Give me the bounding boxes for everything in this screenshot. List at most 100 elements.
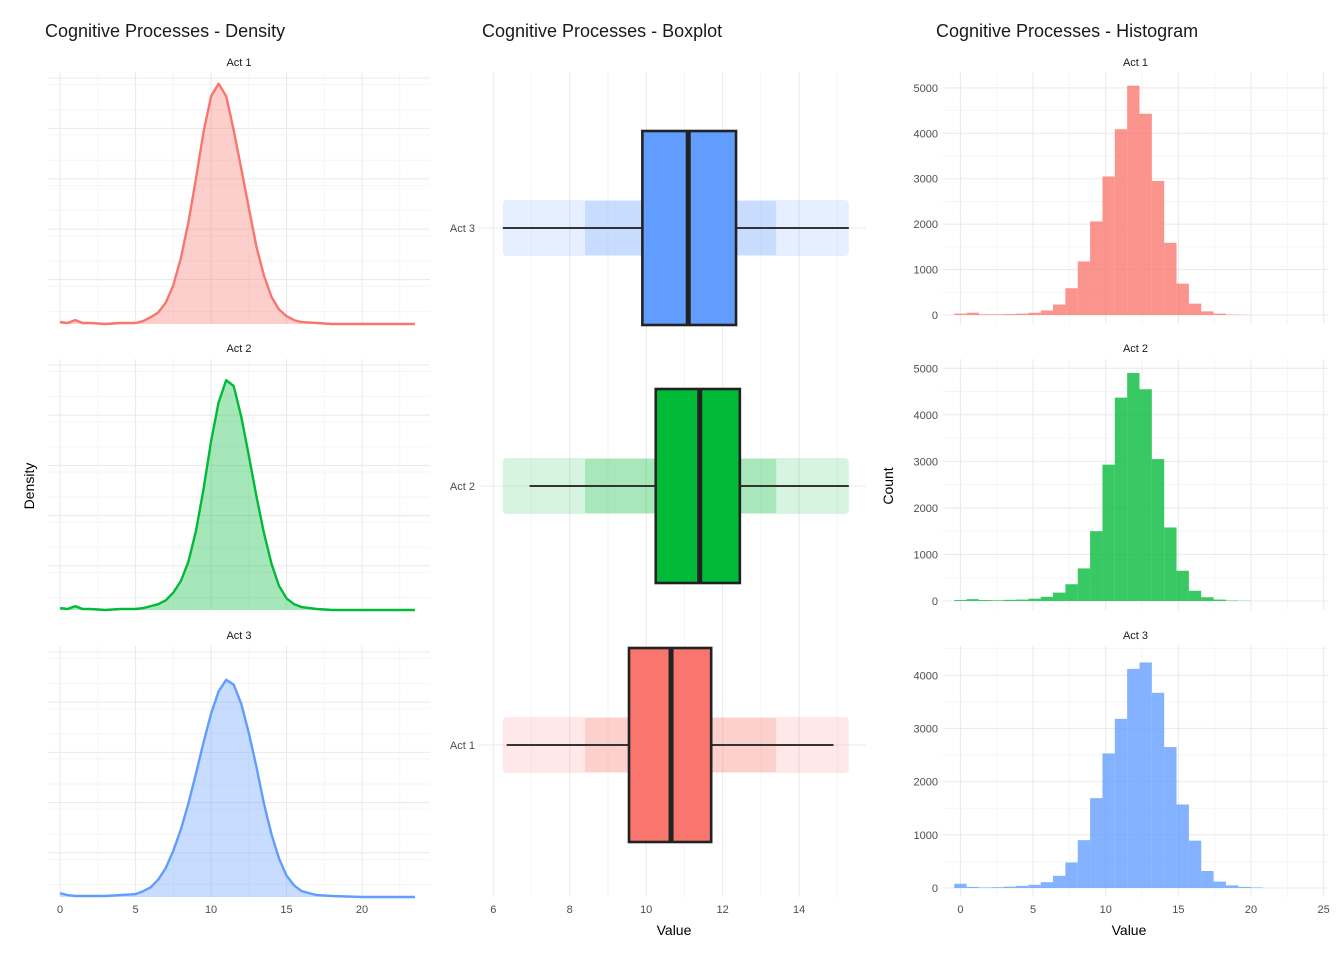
histogram-bar xyxy=(1053,304,1066,315)
histogram-bar xyxy=(966,886,979,888)
histogram-bar xyxy=(1053,875,1066,888)
y-tick-label: 1000 xyxy=(914,549,938,561)
histogram-bar xyxy=(1127,85,1140,316)
facet-strip-label: Act 2 xyxy=(226,343,251,355)
histogram-bar xyxy=(1139,389,1152,601)
histogram-bar xyxy=(1102,464,1115,601)
histogram-bar xyxy=(1114,718,1128,888)
histogram-bar xyxy=(978,314,992,315)
x-tick-label: 15 xyxy=(1172,904,1184,916)
y-tick-label: 1000 xyxy=(914,265,938,277)
histogram-bar xyxy=(1201,311,1214,315)
histogram-bar xyxy=(1139,662,1152,888)
x-tick-label: 10 xyxy=(640,904,652,916)
histogram-bar xyxy=(1003,314,1017,315)
density-area xyxy=(60,380,415,610)
histogram-bar xyxy=(966,599,979,601)
density-area xyxy=(60,679,415,897)
boxplot-panel: Act 3 Act 2 Act 1 6 8 10 12 14 xyxy=(450,72,866,916)
histogram-bar xyxy=(1176,283,1189,315)
histogram-bar xyxy=(954,600,967,601)
y-tick-label: Act 2 xyxy=(450,481,475,493)
histogram-bar xyxy=(1102,753,1115,888)
histogram-bar xyxy=(1225,885,1239,888)
y-tick-label: Act 1 xyxy=(450,740,475,752)
y-tick-label: Act 3 xyxy=(450,223,475,235)
histogram-bar xyxy=(1090,531,1103,601)
histogram-facet: 0 1000 2000 3000 4000 5000 Act 1 xyxy=(914,57,1328,324)
histogram-bar xyxy=(1090,798,1103,888)
density-facet: Act 2 xyxy=(48,343,430,612)
y-tick-label: 3000 xyxy=(914,174,938,186)
histogram-bar xyxy=(1188,840,1202,888)
histogram-bar xyxy=(1040,596,1054,601)
density-facet: Act 1 xyxy=(48,57,430,326)
x-tick-label: 0 xyxy=(57,904,63,916)
density-panels: Act 1 Act 2 Act 3 0 5 10 15 20 xyxy=(48,57,430,916)
y-tick-label: 2000 xyxy=(914,777,938,789)
y-tick-label: 2000 xyxy=(914,503,938,515)
histogram-bar xyxy=(978,600,992,601)
y-tick-label: 4000 xyxy=(914,670,938,682)
histogram-bar xyxy=(1238,886,1251,888)
x-tick-label: 6 xyxy=(490,904,496,916)
histogram-bar xyxy=(1077,568,1091,601)
x-tick-label: 15 xyxy=(280,904,292,916)
x-tick-label: 8 xyxy=(567,904,573,916)
y-tick-label: 0 xyxy=(932,883,938,895)
histogram-bar xyxy=(1188,303,1202,315)
histogram-bar xyxy=(1028,598,1041,601)
histogram-bar xyxy=(1213,313,1226,315)
histogram-bar xyxy=(1176,570,1189,601)
histogram-bar xyxy=(1077,261,1091,315)
histogram-bar xyxy=(1164,527,1177,601)
density-line xyxy=(59,82,415,326)
facet-strip-label: Act 1 xyxy=(1123,57,1148,69)
x-tick-label: 10 xyxy=(1100,904,1112,916)
histogram-bar xyxy=(1164,747,1177,888)
histogram-bar xyxy=(1201,597,1214,601)
x-tick-label: 10 xyxy=(205,904,217,916)
density-title: Cognitive Processes - Density xyxy=(45,21,285,41)
x-tick-label: 12 xyxy=(717,904,729,916)
boxplot-title: Cognitive Processes - Boxplot xyxy=(482,21,722,41)
histogram-facet: 0 1000 2000 3000 4000 5000 Act 2 xyxy=(914,343,1328,610)
histogram-bar xyxy=(1028,884,1041,888)
x-tick-label: 20 xyxy=(356,904,368,916)
x-tick-label: 5 xyxy=(133,904,139,916)
y-tick-label: 0 xyxy=(932,310,938,322)
histogram-bar xyxy=(1213,599,1226,601)
y-tick-label: 5000 xyxy=(914,83,938,95)
histogram-y-axis-label: Count xyxy=(880,467,896,504)
x-tick-label: 25 xyxy=(1318,904,1330,916)
facet-strip-label: Act 1 xyxy=(226,57,251,69)
histogram-bar xyxy=(1250,887,1263,888)
histogram-bar xyxy=(1188,590,1202,601)
histogram-bar xyxy=(1016,313,1029,315)
histogram-bar xyxy=(1065,288,1078,315)
histogram-x-axis-label: Value xyxy=(1112,922,1147,938)
histogram-bar xyxy=(991,314,1004,315)
histogram-bar xyxy=(1090,221,1103,315)
density-line xyxy=(59,379,415,612)
histogram-bar xyxy=(954,313,967,315)
facet-strip-label: Act 2 xyxy=(1123,343,1148,355)
boxplot-x-axis-label: Value xyxy=(657,922,692,938)
histogram-facet: 0 1000 2000 3000 4000 Act 3 xyxy=(914,630,1328,897)
histogram-title: Cognitive Processes - Histogram xyxy=(936,21,1198,41)
histogram-bar xyxy=(966,312,979,315)
y-tick-label: 3000 xyxy=(914,723,938,735)
histogram-bar xyxy=(991,887,1004,888)
x-tick-label: 14 xyxy=(793,904,805,916)
density-y-axis-label: Density xyxy=(21,463,37,510)
histogram-bar xyxy=(1114,397,1128,601)
boxplot-group: Act 2 xyxy=(450,387,849,585)
histogram-bar xyxy=(1016,885,1029,888)
histogram-bar xyxy=(1016,599,1029,601)
histogram-bar xyxy=(1065,584,1078,601)
histogram-bar xyxy=(1028,312,1041,315)
density-area xyxy=(60,83,415,324)
histogram-bar xyxy=(1077,840,1091,888)
